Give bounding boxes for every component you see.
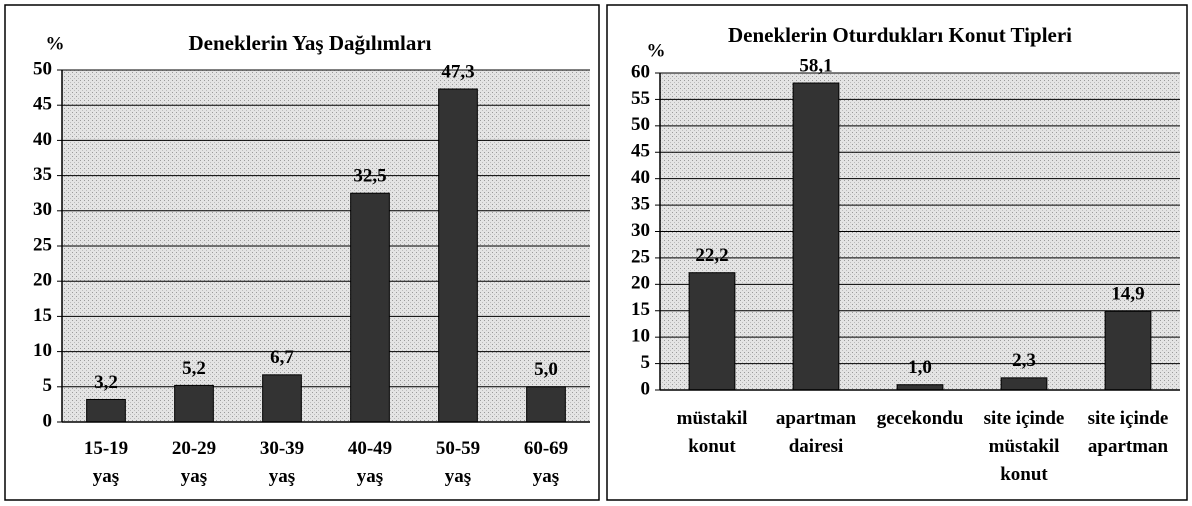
data-label: 58,1 [799,55,832,76]
y-tick-label: 25 [631,246,650,267]
y-tick-label: 5 [43,375,53,396]
chart-title: Deneklerin Oturdukları Konut Tipleri [728,23,1072,47]
y-tick-label: 60 [631,61,650,82]
y-tick-label: 45 [33,94,52,115]
x-tick-label: apartman dairesi [776,408,857,457]
data-label: 5,2 [182,358,206,379]
data-label: 32,5 [353,166,386,187]
y-tick-label: 30 [33,199,52,220]
y-tick-label: 40 [631,167,650,188]
bar [526,386,566,423]
bar [350,192,390,423]
y-tick-label: 50 [33,58,52,79]
bar [438,88,478,423]
data-label: 14,9 [1111,284,1144,305]
bar [86,398,126,423]
data-label: 5,0 [534,359,558,380]
x-tick-label: 40-49 yaş [348,438,392,487]
data-label: 3,2 [94,372,118,393]
y-tick-label: 35 [33,164,52,185]
x-tick-label: 30-39 yaş [260,438,304,487]
y-tick-label: 50 [631,114,650,135]
data-label: 6,7 [270,347,294,368]
bar [1104,310,1152,391]
bar [896,384,944,391]
y-tick-label: 40 [33,129,52,150]
x-tick-label: 15-19 yaş [84,438,128,487]
x-tick-label: müstakil konut [677,408,748,457]
y-tick-label: 45 [631,141,650,162]
y-tick-label: 55 [631,88,650,109]
y-tick-label: 10 [33,340,52,361]
x-tick-label: site içinde müstakil konut [984,408,1065,485]
y-tick-label: 25 [33,234,52,255]
y-axis-label: % [46,33,65,54]
y-axis-label: % [647,40,666,61]
y-tick-label: 35 [631,193,650,214]
data-label: 1,0 [908,357,932,378]
bar [174,384,214,423]
bar [262,374,302,423]
y-tick-label: 5 [641,352,651,373]
y-tick-label: 20 [33,270,52,291]
x-tick-label: 20-29 yaş [172,438,216,487]
y-tick-label: 30 [631,220,650,241]
data-label: 2,3 [1012,350,1036,371]
y-tick-label: 0 [641,378,651,399]
bar [1000,377,1048,391]
y-tick-label: 20 [631,273,650,294]
bar [688,272,736,391]
chart-title: Deneklerin Yaş Dağılımları [188,31,431,55]
x-tick-label: gecekondu [877,408,964,429]
y-tick-label: 10 [631,326,650,347]
data-label: 22,2 [695,245,728,266]
bar [792,82,840,391]
y-tick-label: 0 [43,410,53,431]
y-tick-label: 15 [33,305,52,326]
data-label: 47,3 [441,61,474,82]
x-tick-label: site içinde apartman [1088,408,1169,457]
x-tick-label: 50-59 yaş [436,438,480,487]
x-tick-label: 60-69 yaş [524,438,568,487]
y-tick-label: 15 [631,299,650,320]
